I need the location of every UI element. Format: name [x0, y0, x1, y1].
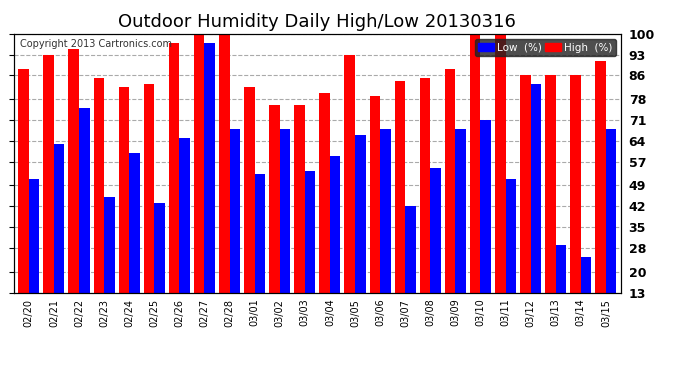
- Bar: [606, 129, 616, 331]
- Bar: [431, 168, 441, 331]
- Bar: [295, 105, 305, 331]
- Bar: [531, 84, 541, 331]
- Bar: [169, 43, 179, 331]
- Bar: [555, 245, 566, 331]
- Bar: [244, 87, 255, 331]
- Bar: [581, 257, 591, 331]
- Bar: [420, 78, 431, 331]
- Bar: [269, 105, 279, 331]
- Bar: [79, 108, 90, 331]
- Bar: [144, 84, 155, 331]
- Bar: [405, 206, 416, 331]
- Bar: [595, 60, 606, 331]
- Bar: [129, 153, 140, 331]
- Legend: Low  (%), High  (%): Low (%), High (%): [475, 39, 615, 56]
- Bar: [255, 174, 265, 331]
- Bar: [54, 144, 64, 331]
- Bar: [344, 55, 355, 331]
- Bar: [370, 96, 380, 331]
- Bar: [395, 81, 405, 331]
- Bar: [520, 75, 531, 331]
- Bar: [19, 69, 29, 331]
- Bar: [445, 69, 455, 331]
- Bar: [480, 120, 491, 331]
- Bar: [194, 34, 204, 331]
- Bar: [506, 180, 516, 331]
- Bar: [330, 156, 340, 331]
- Bar: [305, 171, 315, 331]
- Bar: [29, 180, 39, 331]
- Bar: [279, 129, 290, 331]
- Bar: [68, 49, 79, 331]
- Bar: [204, 43, 215, 331]
- Bar: [470, 34, 480, 331]
- Bar: [94, 78, 104, 331]
- Text: Copyright 2013 Cartronics.com: Copyright 2013 Cartronics.com: [20, 39, 172, 49]
- Bar: [104, 197, 115, 331]
- Bar: [571, 75, 581, 331]
- Bar: [43, 55, 54, 331]
- Bar: [179, 138, 190, 331]
- Bar: [380, 129, 391, 331]
- Bar: [495, 34, 506, 331]
- Title: Outdoor Humidity Daily High/Low 20130316: Outdoor Humidity Daily High/Low 20130316: [119, 13, 516, 31]
- Bar: [545, 75, 555, 331]
- Bar: [119, 87, 129, 331]
- Bar: [319, 93, 330, 331]
- Bar: [155, 203, 165, 331]
- Bar: [219, 34, 230, 331]
- Bar: [455, 129, 466, 331]
- Bar: [355, 135, 366, 331]
- Bar: [230, 129, 240, 331]
